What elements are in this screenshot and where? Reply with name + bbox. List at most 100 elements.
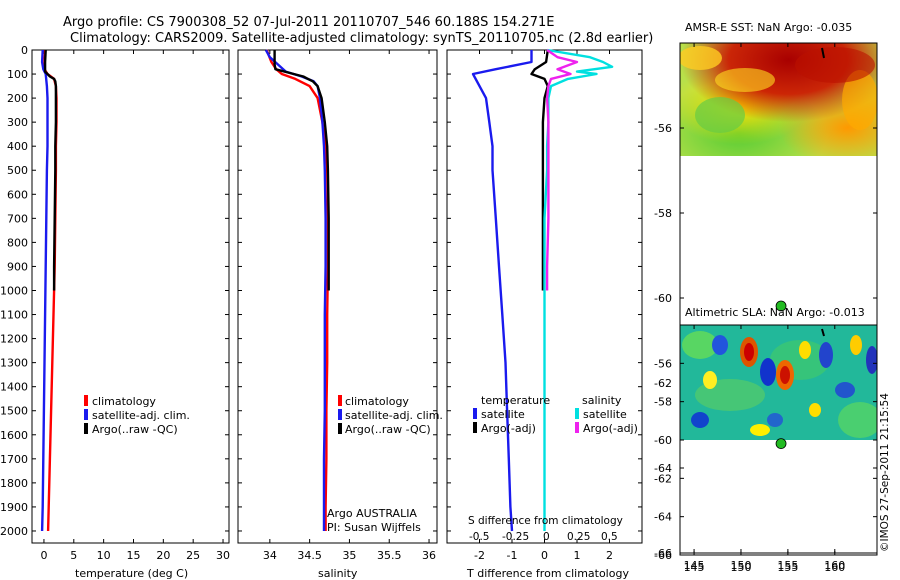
y-tick-label: 700 (7, 212, 28, 225)
s-tick-label: 0.5 (601, 531, 618, 543)
map-y-tick-label: -58 (654, 396, 672, 409)
series-line-salinity-argo-adj (545, 49, 579, 291)
difference-y-ticks (447, 49, 451, 532)
y-tick-label: 0 (21, 44, 28, 57)
y-tick-label: 1000 (0, 284, 28, 297)
map-y-tick-label: -56 (654, 357, 672, 370)
series-line-argo-raw-qc (273, 50, 330, 291)
difference-panel: -2 -1 0 1 2 T difference from climatology S … (446, 48, 643, 580)
map-x-tick-label: 160 (824, 559, 845, 572)
argo-location-marker (775, 438, 787, 450)
map-y-tick-label: -64 (654, 511, 672, 524)
y-tick-label: 1900 (0, 501, 28, 514)
legend-swatch-sal-satellite (575, 408, 579, 419)
y-tick-label: 1400 (0, 381, 28, 394)
x-tick-label: 0 (40, 549, 47, 562)
y-tick-label: 1800 (0, 477, 28, 490)
sst-map-title: AMSR-E SST: NaN Argo: -0.035 (685, 21, 852, 34)
legend-swatch-climatology (84, 395, 88, 406)
series-line-salinity-satellite (543, 48, 614, 531)
salinity-y-ticks (238, 49, 242, 532)
salinity-panel: 34 34.5 35 35.5 36 salinity climatology sate… (237, 49, 443, 580)
legend-swatch-temp-argo (473, 422, 477, 433)
figure-title-line2: Climatology: CARS2009. Satellite-adjuste… (70, 31, 653, 46)
series-line-temperature-satellite (471, 50, 533, 532)
legend-label-temp-argo: Argo(-adj) (481, 422, 536, 435)
x-tick-label: 5 (70, 549, 77, 562)
legend-swatch-argo (338, 423, 342, 434)
salinity-series (264, 49, 330, 531)
legend-swatch-satellite (84, 409, 88, 420)
x-tick-label: 1 (574, 549, 581, 562)
temperature-legend: climatology satellite-adj. clim. Argo(..… (84, 395, 190, 436)
temperature-axes-frame (31, 49, 230, 544)
y-tick-label: 300 (7, 116, 28, 129)
sla-map-title: Altimetric SLA: NaN Argo: -0.013 (685, 306, 865, 319)
sst-map-field (680, 43, 877, 156)
argo-location-marker (775, 300, 787, 312)
series-line-argo-raw-qc (43, 49, 58, 291)
difference-legend: temperature salinity satellite Argo(-adj… (473, 394, 638, 435)
s-tick-label: -0.25 (502, 531, 529, 543)
map-x-tick-label: 150 (730, 559, 751, 572)
map-x-tick-label: 155 (777, 561, 798, 574)
difference-x-axis: -2 -1 0 1 2 (474, 49, 642, 562)
legend-title-salinity: salinity (582, 394, 622, 407)
y-tick-label: 600 (7, 188, 28, 201)
map-x-tick-label: 160 (824, 561, 845, 574)
s-tick-label: -0.5 (469, 531, 490, 543)
argo-pi-annotation: PI: Susan Wijffels (327, 521, 421, 534)
map-x-tick-label: 150 (730, 561, 751, 574)
legend-label-satellite: satellite-adj. clim. (92, 409, 190, 422)
legend-label-climatology: climatology (92, 395, 156, 408)
map-y-tick-label: -58 (654, 207, 672, 220)
x-tick-label: 0 (541, 549, 548, 562)
legend-label-argo: Argo(..raw -QC) (345, 423, 431, 436)
sst-map-panel: AMSR-E SST: NaN Argo: -0.035 -56 -58 -60 -6… (654, 21, 878, 572)
map-y-tick-label: -66 (654, 547, 672, 560)
salinity-x-axis: 34 34.5 35 35.5 36 (263, 49, 437, 562)
y-tick-label: 500 (7, 164, 28, 177)
x-tick-label: 34.5 (297, 549, 322, 562)
depth-axis: 0 100 200 300 400 500 600 700 800 900 1000 1100 1200… (0, 44, 36, 538)
s-difference-label: S difference from climatology (468, 515, 623, 527)
series-line-satellite-adj-clim (40, 49, 49, 532)
sla-map-panel: Altimetric SLA: NaN Argo: -0.013 (654, 306, 878, 574)
x-tick-label: 35.5 (377, 549, 402, 562)
y-tick-label: 1300 (0, 357, 28, 370)
legend-title-temperature: temperature (481, 394, 550, 407)
map-y-tick-label: -56 (654, 122, 672, 135)
temperature-panel: 0100200300400500600700800900100011001200… (0, 44, 230, 580)
map-y-tick-label: -64 (654, 462, 672, 475)
legend-swatch-sal-argo (575, 422, 579, 433)
figure-title-line1: Argo profile: CS 7900308_52 07-Jul-2011 … (63, 15, 554, 30)
y-tick-label: 1700 (0, 453, 28, 466)
salinity-xlabel: salinity (318, 567, 358, 580)
legend-label-sal-argo: Argo(-adj) (583, 422, 638, 435)
series-line-temperature-argo-adj (530, 49, 549, 291)
s-tick-label: 0.25 (567, 531, 590, 543)
y-tick-label: 100 (7, 68, 28, 81)
temperature-series (40, 49, 58, 532)
legend-swatch-argo (84, 423, 88, 434)
map-y-tick-label: -60 (654, 434, 672, 447)
x-tick-label: 35 (342, 549, 356, 562)
s-difference-scale: -0.5 -0.25 0 0.25 0.5 (469, 531, 618, 543)
y-tick-label: 900 (7, 260, 28, 273)
map-x-tick-label: 145 (684, 559, 705, 572)
y-tick-label: 800 (7, 236, 28, 249)
temperature-x-axis: 0 5 10 15 20 25 30 (40, 49, 230, 562)
legend-label-climatology: climatology (345, 395, 409, 408)
x-tick-label: 15 (126, 549, 140, 562)
salinity-legend: climatology satellite-adj. clim. Argo(..… (338, 395, 443, 436)
legend-label-satellite: satellite-adj. clim. (345, 409, 443, 422)
map-y-tick-label: -62 (654, 472, 672, 485)
series-line-satellite-adj-clim (264, 49, 327, 531)
map-x-tick-label: 145 (684, 561, 705, 574)
x-tick-label: 10 (97, 549, 111, 562)
legend-label-temp-satellite: satellite (481, 408, 525, 421)
y-tick-label: 1100 (0, 309, 28, 322)
